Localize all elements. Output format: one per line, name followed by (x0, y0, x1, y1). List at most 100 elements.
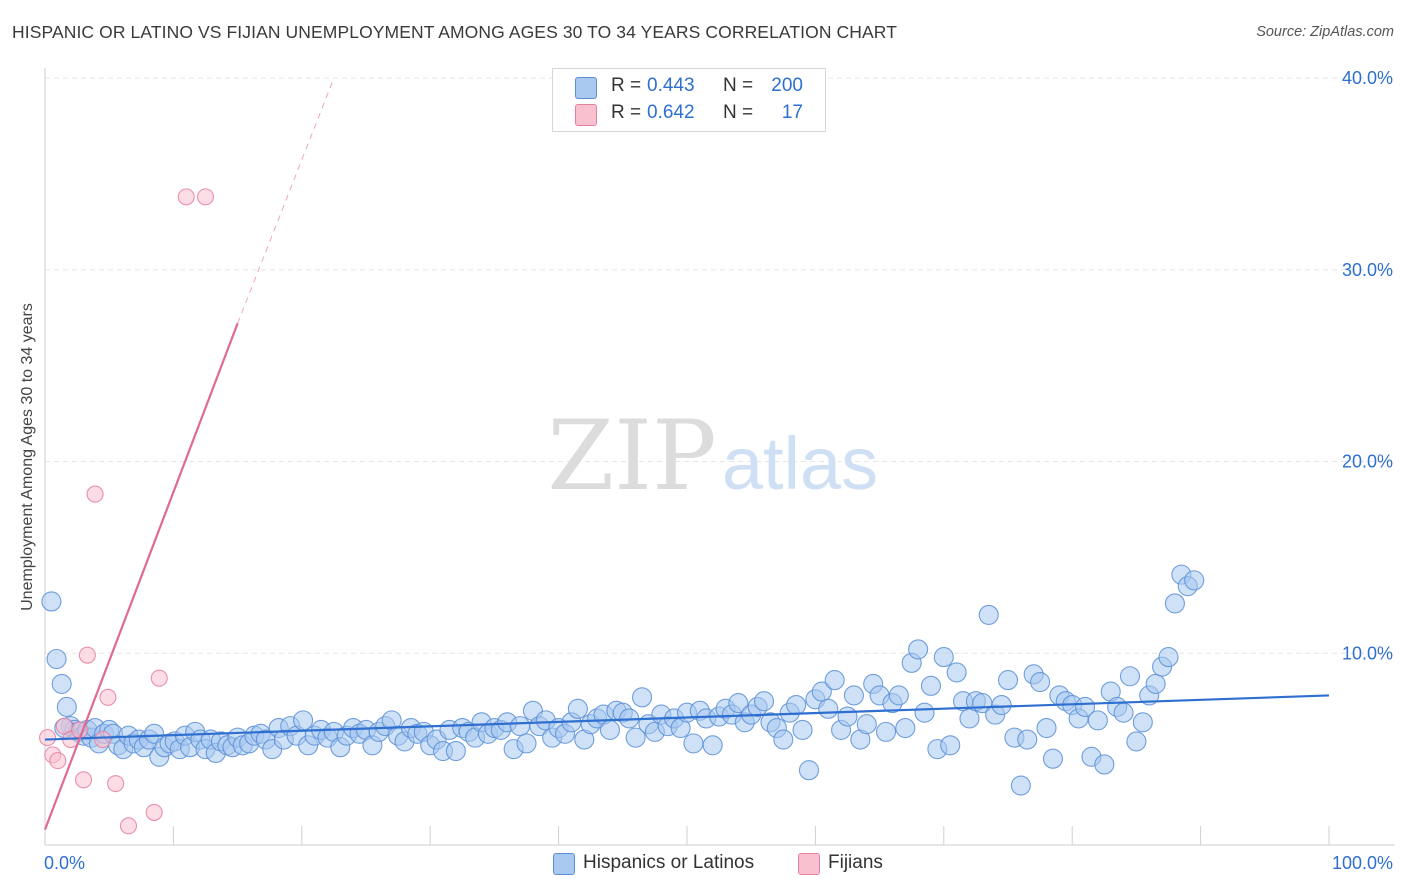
y-tick-label: 30.0% (1342, 260, 1393, 280)
point-hispanic (683, 733, 704, 754)
point-fijian (107, 775, 125, 793)
point-hispanic (933, 647, 954, 668)
point-hispanic (567, 698, 588, 719)
point-hispanic (1184, 570, 1205, 591)
axes (44, 68, 1395, 846)
point-hispanic (798, 760, 820, 781)
point-hispanic (1030, 671, 1051, 693)
point-hispanic (46, 648, 67, 670)
point-hispanic (1094, 754, 1115, 775)
point-hispanic (1074, 696, 1096, 717)
point-hispanic (959, 708, 980, 729)
point-hispanic (144, 723, 165, 744)
watermark-atlas: atlas (722, 422, 878, 505)
point-fijian (78, 646, 96, 664)
point-hispanic (51, 673, 72, 694)
point-hispanic (946, 662, 967, 683)
trend-line-hispanic (44, 694, 1330, 741)
legend-n-label: N = (723, 102, 754, 123)
data-points (39, 77, 1330, 835)
point-fijian (145, 803, 163, 821)
point-hispanic (1164, 593, 1185, 614)
point-hispanic (818, 698, 839, 719)
y-tick-label: 20.0% (1342, 452, 1393, 472)
point-fijian (119, 817, 138, 835)
point-hispanic (837, 706, 858, 727)
point-hispanic (516, 733, 537, 754)
bottom-legend-label-fijian: Fijians (828, 852, 883, 873)
point-hispanic (811, 681, 832, 702)
point-hispanic (599, 719, 621, 741)
point-hispanic (1145, 673, 1166, 694)
legend-swatch-fijian (575, 104, 597, 126)
point-hispanic (1158, 647, 1179, 668)
point-fijian (86, 485, 104, 503)
point-hispanic (510, 716, 531, 737)
point-hispanic (753, 691, 775, 712)
point-fijian (177, 188, 195, 206)
point-hispanic (920, 675, 942, 696)
point-hispanic (728, 693, 749, 714)
point-hispanic (625, 727, 646, 748)
point-hispanic (908, 639, 929, 660)
point-fijian (39, 729, 57, 747)
point-fijian (74, 771, 93, 789)
point-hispanic (1036, 717, 1057, 739)
point-hispanic (56, 696, 77, 717)
point-hispanic (773, 729, 794, 750)
point-hispanic (914, 702, 935, 723)
legend-r-value: 0.443 (647, 75, 695, 96)
trend-line-fijian (43, 323, 239, 831)
legend-n-value: 200 (771, 75, 803, 96)
point-hispanic (1113, 702, 1134, 723)
x-tick-label-max: 100.0% (1332, 853, 1393, 873)
legend-swatch-hispanic (575, 77, 597, 99)
y-axis-label: Unemployment Among Ages 30 to 34 years (19, 303, 36, 611)
point-hispanic (888, 685, 909, 706)
bottom-legend-swatch-hispanic (553, 853, 575, 875)
chart-title: HISPANIC OR LATINO VS FIJIAN UNEMPLOYMEN… (12, 22, 898, 42)
legend-r-label: R = (611, 75, 642, 96)
point-fijian (49, 752, 67, 770)
point-hispanic (875, 721, 897, 742)
point-hispanic (41, 591, 62, 612)
point-hispanic (991, 694, 1012, 716)
legend-n-label: N = (723, 75, 754, 96)
legend-r-label: R = (611, 102, 642, 123)
point-hispanic (1132, 712, 1153, 733)
point-hispanic (786, 694, 807, 716)
source-label: Source: ZipAtlas.com (1256, 24, 1394, 40)
point-hispanic (792, 719, 813, 741)
point-fijian (196, 188, 215, 206)
point-hispanic (1017, 729, 1038, 750)
point-hispanic (940, 735, 961, 756)
point-hispanic (856, 714, 877, 735)
point-hispanic (702, 735, 723, 756)
y-tick-label: 40.0% (1342, 68, 1393, 88)
stats-legend: R = 0.443 N = 200 R = 0.642 N = 17 (552, 68, 826, 132)
legend-n-value: 17 (781, 102, 803, 123)
point-hispanic (824, 670, 845, 691)
point-hispanic (632, 687, 653, 708)
point-hispanic (997, 670, 1019, 691)
point-hispanic (1010, 775, 1031, 796)
x-tick-label-min: 0.0% (44, 853, 85, 873)
point-hispanic (1087, 710, 1108, 731)
point-hispanic (1042, 748, 1063, 769)
y-tick-label: 10.0% (1342, 643, 1393, 663)
point-hispanic (1119, 666, 1141, 687)
point-hispanic (978, 604, 999, 625)
tick-labels: 10.0% 20.0% 30.0% 40.0% 0.0% 100.0% (44, 68, 1393, 873)
legend-r-value: 0.642 (647, 102, 695, 123)
bottom-legend-label-hispanic: Hispanics or Latinos (583, 852, 755, 873)
point-hispanic (1126, 731, 1147, 752)
grid-lines (45, 77, 1395, 654)
point-fijian (99, 688, 117, 706)
point-hispanic (895, 717, 916, 739)
trend-extension-fijian (237, 77, 335, 324)
point-fijian (150, 669, 168, 687)
bottom-legend-swatch-fijian (798, 853, 820, 875)
point-fijian (94, 730, 112, 749)
watermark-zip: ZIP (547, 400, 716, 512)
